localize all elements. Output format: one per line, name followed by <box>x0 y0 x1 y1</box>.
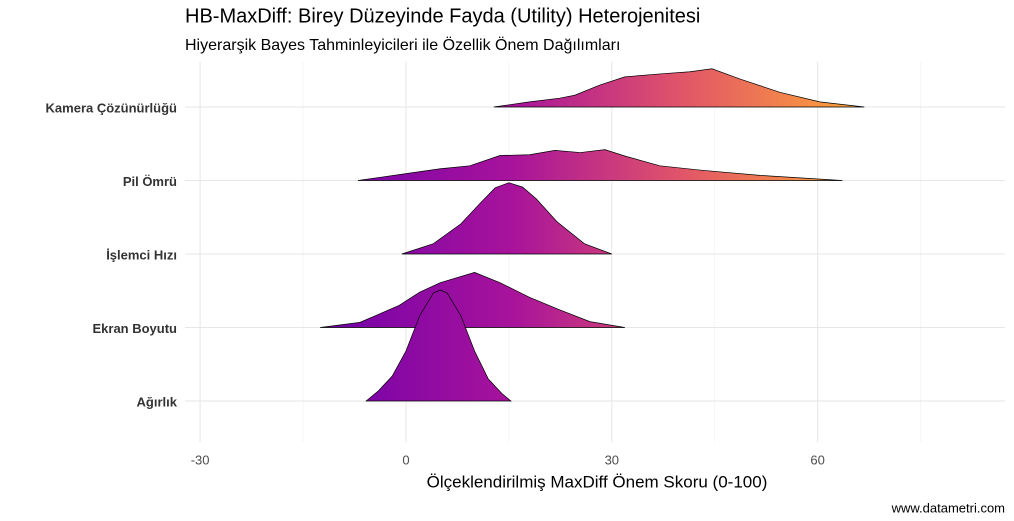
caption: www.datametri.com <box>891 500 1005 515</box>
ridge <box>357 149 843 181</box>
ridge <box>401 182 612 255</box>
ridge <box>493 68 865 108</box>
x-tick-label: 0 <box>402 452 409 467</box>
y-tick-label: İşlemci Hızı <box>106 247 177 262</box>
x-tick-label: -30 <box>191 452 210 467</box>
y-tick-label: Ağırlık <box>137 394 178 409</box>
ridge <box>365 289 512 402</box>
y-tick-label: Kamera Çözünürlüğü <box>46 100 178 115</box>
x-axis-title: Ölçeklendirilmiş MaxDiff Önem Skoru (0-1… <box>427 472 768 491</box>
y-tick-label: Ekran Boyutu <box>92 321 177 336</box>
x-tick-label: 30 <box>605 452 619 467</box>
ridge <box>320 272 625 328</box>
x-tick-label: 60 <box>810 452 824 467</box>
y-tick-label: Pil Ömrü <box>123 174 177 189</box>
chart-subtitle: Hiyerarşik Bayes Tahminleyicileri ile Öz… <box>185 36 620 54</box>
chart-title: HB-MaxDiff: Birey Düzeyinde Fayda (Utili… <box>185 5 700 27</box>
